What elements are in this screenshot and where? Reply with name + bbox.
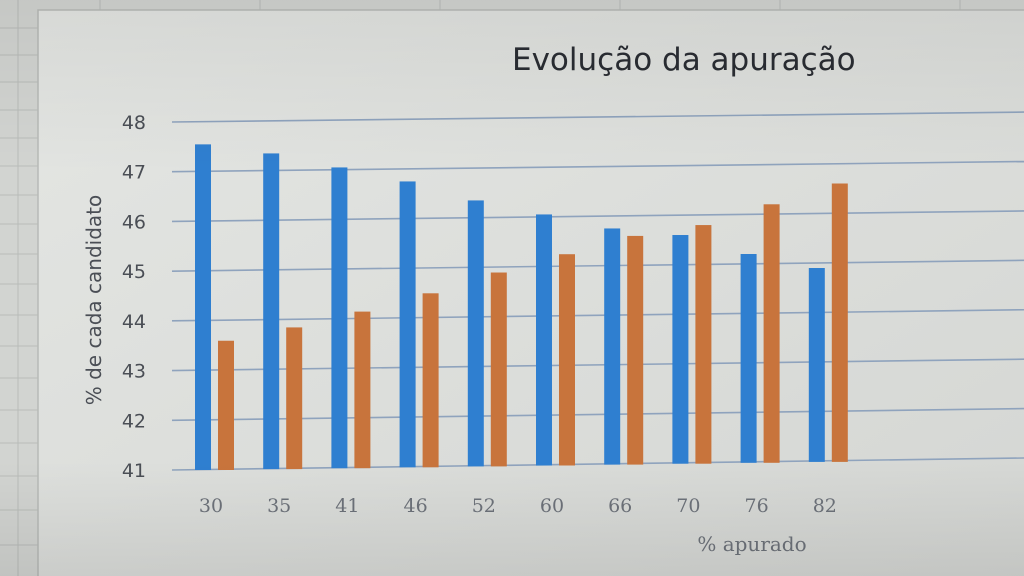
bar-series2-82 <box>831 183 848 462</box>
bar-series1-70 <box>672 235 689 464</box>
y-tick-label: 46 <box>122 211 146 233</box>
x-tick-label: 70 <box>676 495 700 517</box>
x-axis-title: % apurado <box>697 532 806 556</box>
bar-series1-66 <box>604 228 621 465</box>
y-tick-label: 42 <box>122 410 146 432</box>
bar-series1-52 <box>467 200 484 467</box>
y-axis-title: % de cada candidato <box>82 195 106 406</box>
bar-series2-35 <box>286 327 303 470</box>
bar-series2-66 <box>627 235 644 465</box>
chart-title: Evolução da apuração <box>512 42 856 78</box>
bar-series1-46 <box>399 181 416 468</box>
bar-series2-70 <box>695 225 712 464</box>
x-tick-label: 60 <box>540 495 564 517</box>
x-tick-label: 66 <box>608 495 632 517</box>
bar-series1-41 <box>331 167 348 469</box>
bar-series1-76 <box>740 254 757 463</box>
bar-series1-60 <box>536 214 552 466</box>
bar-series2-76 <box>763 204 780 463</box>
x-tick-label: 30 <box>199 495 223 517</box>
x-tick-label: 46 <box>404 495 428 517</box>
bar-series2-30 <box>218 340 234 470</box>
y-tick-label: 48 <box>122 112 146 134</box>
x-tick-label: 52 <box>472 495 496 517</box>
bar-series2-52 <box>490 272 507 467</box>
x-tick-label: 82 <box>813 495 837 517</box>
y-tick-label: 47 <box>122 162 146 184</box>
x-tick-label: 35 <box>267 495 291 517</box>
bar-series2-60 <box>559 254 575 466</box>
y-tick-label: 45 <box>122 261 146 283</box>
bar-series1-82 <box>808 268 825 462</box>
y-tick-label: 41 <box>122 460 146 482</box>
x-tick-label: 76 <box>745 495 769 517</box>
bar-series2-41 <box>354 311 371 469</box>
bar-series1-30 <box>195 144 211 470</box>
bar-series1-35 <box>263 153 280 470</box>
bar-series2-46 <box>422 293 439 468</box>
y-tick-label: 44 <box>122 311 146 333</box>
y-tick-label: 43 <box>122 361 146 383</box>
x-tick-label: 41 <box>335 495 359 517</box>
chart-area <box>37 9 1024 576</box>
